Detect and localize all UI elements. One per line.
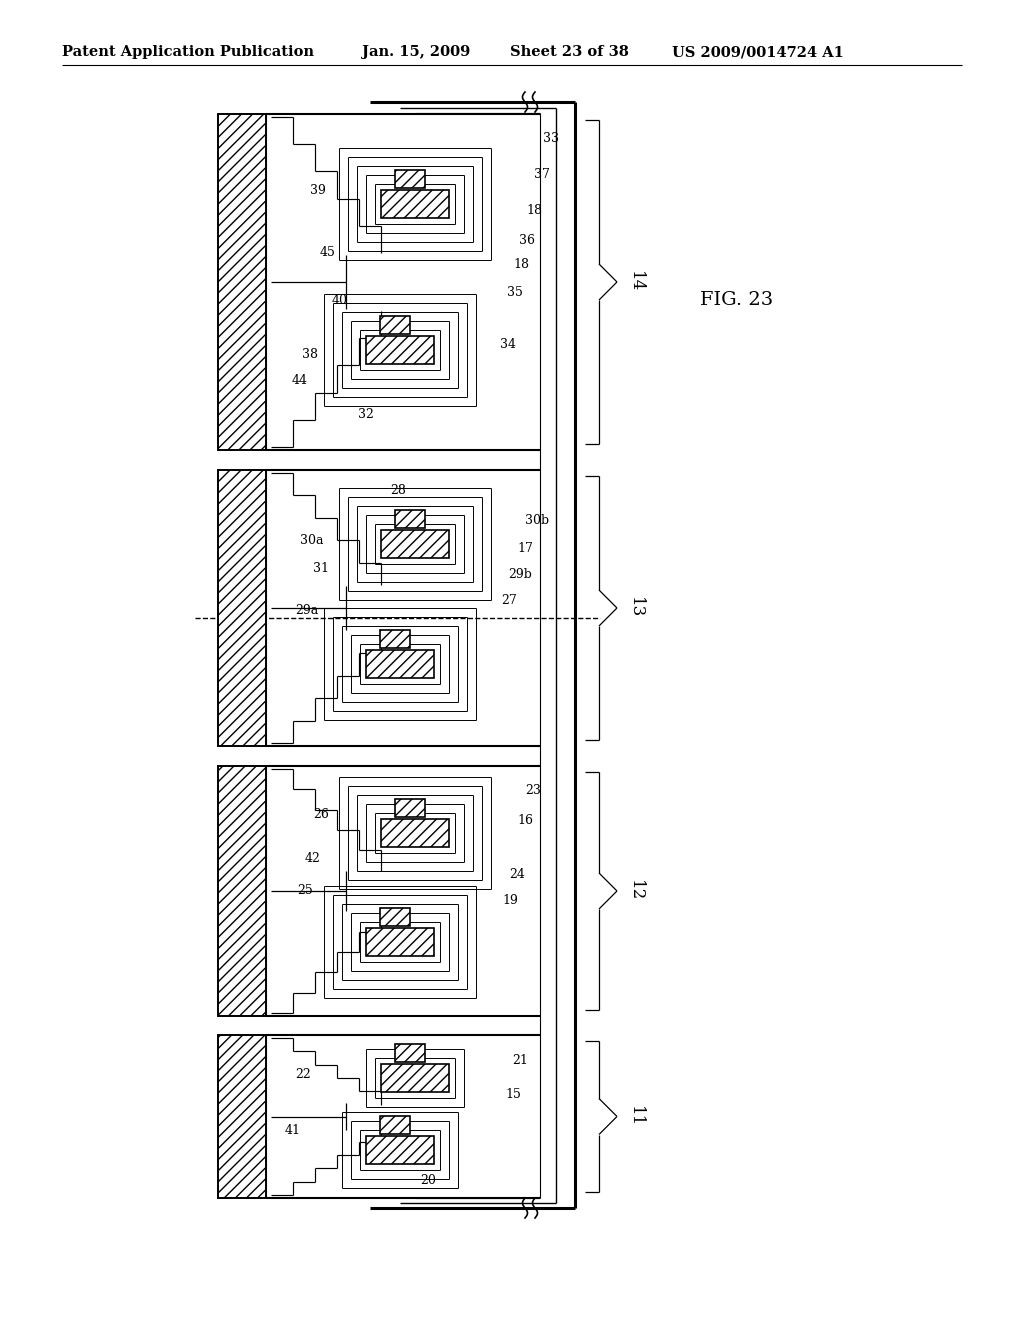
Text: 11: 11 (627, 1106, 644, 1127)
Bar (381, 818, 449, 846)
Text: 38: 38 (302, 348, 318, 362)
Text: 29a: 29a (295, 603, 318, 616)
Text: 13: 13 (627, 598, 644, 619)
Text: FIG. 23: FIG. 23 (700, 290, 773, 309)
Text: 40: 40 (332, 293, 348, 306)
Bar (380, 630, 410, 648)
Text: 37: 37 (534, 169, 550, 181)
Bar (395, 1044, 425, 1063)
Bar (380, 315, 410, 334)
Text: 41: 41 (285, 1123, 301, 1137)
Text: 21: 21 (512, 1053, 528, 1067)
Text: 17: 17 (517, 541, 532, 554)
Bar (381, 190, 449, 218)
Text: 33: 33 (543, 132, 559, 144)
Text: Sheet 23 of 38: Sheet 23 of 38 (510, 45, 629, 59)
Bar (218, 766, 266, 1016)
Bar (380, 908, 410, 925)
Text: 22: 22 (295, 1068, 310, 1081)
Text: 29b: 29b (508, 569, 531, 582)
Text: 15: 15 (505, 1089, 521, 1101)
Text: 39: 39 (310, 183, 326, 197)
Text: Patent Application Publication: Patent Application Publication (62, 45, 314, 59)
Bar (395, 799, 425, 817)
Bar (380, 1115, 410, 1134)
Bar (366, 337, 434, 364)
Text: 23: 23 (525, 784, 541, 796)
Bar (366, 1137, 434, 1164)
Text: 27: 27 (501, 594, 517, 606)
Text: 31: 31 (313, 561, 329, 574)
Text: 16: 16 (517, 813, 534, 826)
Text: 45: 45 (319, 247, 336, 260)
Bar (381, 529, 449, 557)
Text: 12: 12 (627, 880, 644, 902)
Text: 20: 20 (420, 1173, 436, 1187)
Text: 30a: 30a (300, 533, 324, 546)
Bar (366, 649, 434, 678)
Bar (218, 470, 266, 746)
Text: 24: 24 (509, 869, 525, 882)
Text: 44: 44 (292, 374, 308, 387)
Text: US 2009/0014724 A1: US 2009/0014724 A1 (672, 45, 844, 59)
Text: 18: 18 (526, 203, 542, 216)
Text: 30b: 30b (525, 513, 549, 527)
Bar (218, 114, 266, 450)
Text: 14: 14 (627, 272, 644, 293)
Bar (395, 170, 425, 187)
Text: 26: 26 (313, 808, 329, 821)
Bar (366, 928, 434, 956)
Text: 42: 42 (305, 851, 321, 865)
Text: 32: 32 (358, 408, 374, 421)
Text: 35: 35 (507, 286, 523, 300)
Text: 28: 28 (390, 483, 406, 496)
Text: 18: 18 (513, 259, 529, 272)
Text: 19: 19 (502, 894, 518, 907)
Text: 34: 34 (500, 338, 516, 351)
Text: 36: 36 (519, 234, 535, 247)
Bar (218, 1035, 266, 1199)
Text: 25: 25 (297, 883, 312, 896)
Bar (395, 510, 425, 528)
Bar (381, 1064, 449, 1092)
Text: Jan. 15, 2009: Jan. 15, 2009 (362, 45, 470, 59)
